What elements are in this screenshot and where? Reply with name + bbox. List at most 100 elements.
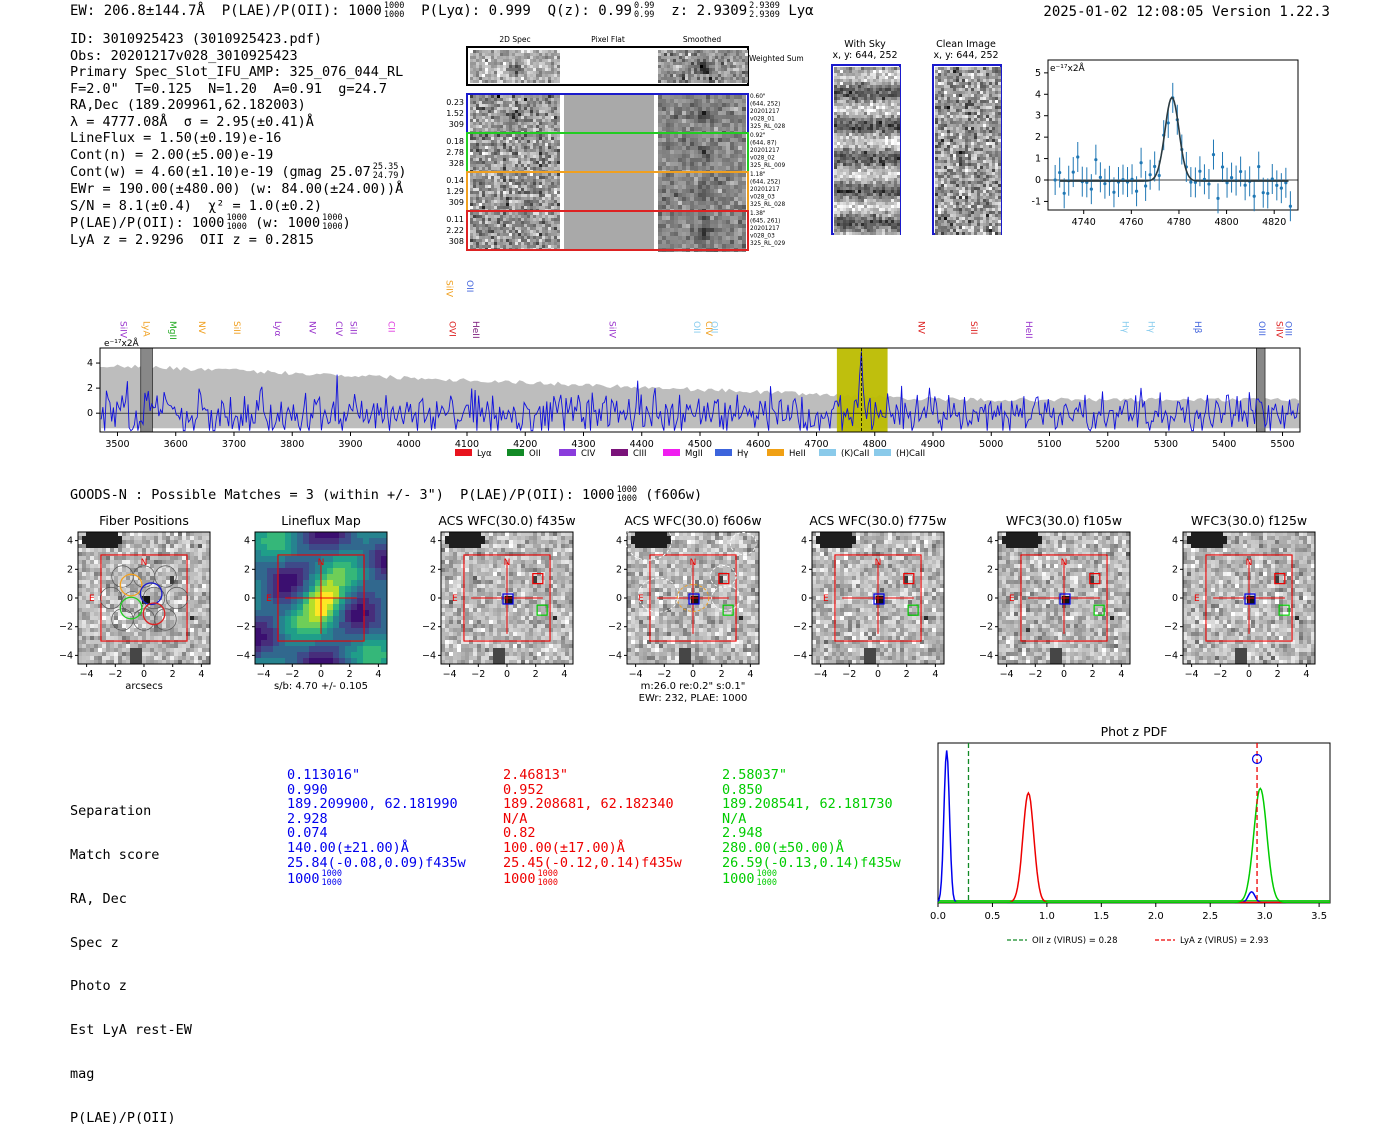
line-marker: CII bbox=[385, 321, 395, 333]
panel-ytick-label: 0 bbox=[987, 593, 993, 604]
label-plae: P(LAE)/P(OII) bbox=[70, 1111, 192, 1126]
panel-xtick-label: −4 bbox=[80, 669, 94, 680]
line-marker: HeII bbox=[470, 321, 480, 339]
panel-xtick-label: −2 bbox=[471, 669, 485, 680]
fiber-row-meta: v028_03 bbox=[750, 234, 775, 240]
photoz-xtick-label: 0.0 bbox=[930, 911, 946, 922]
fiber-row-stat: 309 bbox=[449, 198, 464, 207]
goods-summary: GOODS-N : Possible Matches = 3 (within +… bbox=[70, 486, 702, 504]
col-title-smoothed: Smoothed bbox=[683, 35, 722, 44]
zoom-ytick-label: 0 bbox=[1035, 175, 1041, 186]
line-marker: NV bbox=[915, 321, 925, 335]
panel-ytick-label: 2 bbox=[1172, 564, 1178, 575]
zoom-point bbox=[1239, 170, 1242, 173]
legend-swatch bbox=[559, 449, 576, 456]
zoom-unit-label: e⁻¹⁷x2Å bbox=[1050, 62, 1086, 74]
panel-xtick-label: 4 bbox=[747, 669, 753, 680]
zoom-point bbox=[1076, 155, 1079, 158]
fit-params: F=2.0" T=0.125 N=1.20 A=0.91 g=24.7 bbox=[70, 81, 406, 98]
panel-ytick-label: 2 bbox=[67, 564, 73, 575]
spectra-cutouts: 2D Spec Pixel Flat Smoothed Weighted Sum… bbox=[440, 30, 810, 260]
header-timestamp: 2025-01-02 12:08:05 Version 1.22.3 bbox=[1043, 4, 1330, 20]
panel-title: WFC3(30.0) f125w bbox=[1191, 513, 1307, 528]
east-label: E bbox=[89, 594, 95, 604]
zoom-xtick-label: 4820 bbox=[1262, 217, 1286, 228]
zoom-point bbox=[1167, 121, 1170, 124]
fiber-row-meta: 325_RL_009 bbox=[750, 163, 785, 169]
with-sky-title: With Sky bbox=[844, 39, 886, 50]
match-value: 0.952 bbox=[503, 783, 682, 798]
zoom-xtick-label: 4740 bbox=[1072, 217, 1096, 228]
match-value: 0.82 bbox=[503, 826, 682, 841]
panel-ytick-label: 4 bbox=[616, 536, 622, 547]
match-value: 2.58037" bbox=[722, 768, 901, 783]
match-labels: Separation Match score RA, Dec Spec z Ph… bbox=[70, 775, 192, 1140]
legend-label: MgII bbox=[685, 449, 703, 459]
match-value: 189.209900, 62.181990 bbox=[287, 797, 466, 812]
line-marker: Hγ bbox=[1119, 321, 1129, 334]
imaging-panels: Fiber PositionsNE−4−4−2−2002244arcsecsLi… bbox=[0, 508, 1400, 733]
panel-xtick-label: −4 bbox=[814, 669, 828, 680]
photoz-xtick-label: 3.5 bbox=[1311, 911, 1327, 922]
panel-ytick-label: 2 bbox=[987, 564, 993, 575]
fiber-row-stat: 308 bbox=[449, 237, 464, 246]
panel-ytick-label: 0 bbox=[616, 593, 622, 604]
panel-xtick-label: 2 bbox=[719, 669, 725, 680]
photoz-xtick-label: 1.5 bbox=[1093, 911, 1109, 922]
zoom-point bbox=[1253, 195, 1256, 198]
line-marker: OII bbox=[691, 321, 701, 333]
spec-xtick-label: 4600 bbox=[746, 439, 770, 450]
photoz-axes bbox=[938, 743, 1330, 903]
label-radec: RA, Dec bbox=[70, 892, 192, 907]
panel-title: ACS WFC(30.0) f775w bbox=[809, 513, 946, 528]
fiber-row-meta: 1.18" bbox=[750, 172, 766, 178]
zoom-point bbox=[1153, 165, 1156, 168]
spec-xtick-label: 5400 bbox=[1212, 439, 1236, 450]
match-value: 189.208681, 62.182340 bbox=[503, 797, 682, 812]
spec-xtick-label: 3700 bbox=[222, 439, 246, 450]
panel-4: ACS WFC(30.0) f606wNE−4−4−2−2002244m:26.… bbox=[608, 513, 762, 704]
fiber-row-stat: 1.29 bbox=[446, 187, 464, 196]
fiber-row-stat: 2.22 bbox=[446, 226, 464, 235]
line-marker: Lyα bbox=[272, 321, 282, 337]
label-match-score: Match score bbox=[70, 848, 192, 863]
zoom-point bbox=[1099, 176, 1102, 179]
fiber-row-meta: (645, 261) bbox=[750, 219, 780, 225]
detection-id: ID: 3010925423 (3010925423.pdf) bbox=[70, 31, 406, 48]
panel-ytick-label: 0 bbox=[244, 593, 250, 604]
ew-rest: EWr = 190.00(±480.00) (w: 84.00(±24.00))… bbox=[70, 181, 406, 198]
legend-label: OII bbox=[529, 449, 541, 459]
ew-value: EW: 206.8±144.7Å bbox=[70, 3, 205, 19]
spec-xtick-label: 4000 bbox=[397, 439, 421, 450]
panel-xtick-label: −4 bbox=[443, 669, 457, 680]
panel-ytick-label: 2 bbox=[801, 564, 807, 575]
line-marker: OVI bbox=[447, 321, 457, 337]
panel-ytick-label: 0 bbox=[1172, 593, 1178, 604]
panel-title: WFC3(30.0) f105w bbox=[1006, 513, 1122, 528]
zoom-point bbox=[1262, 191, 1265, 194]
panel-ytick-label: 0 bbox=[430, 593, 436, 604]
line-marker: SiIV bbox=[117, 321, 127, 339]
panel-xtick-label: 0 bbox=[690, 669, 696, 680]
zoom-point bbox=[1271, 177, 1274, 180]
fiber-row-meta: v028_03 bbox=[750, 195, 775, 201]
match-value: 189.208541, 62.181730 bbox=[722, 797, 901, 812]
zoom-point bbox=[1072, 170, 1075, 173]
zoom-ytick-label: 4 bbox=[1035, 89, 1041, 100]
fiber-row-stat: 309 bbox=[449, 120, 464, 129]
legend-swatch bbox=[767, 449, 784, 456]
fiber-row-meta: 0.92" bbox=[750, 133, 766, 139]
line-marker: NV bbox=[196, 321, 206, 335]
panel-caption: m:26.0 re:0.2" s:0.1" bbox=[641, 681, 746, 692]
match-value: 2.948 bbox=[722, 826, 901, 841]
